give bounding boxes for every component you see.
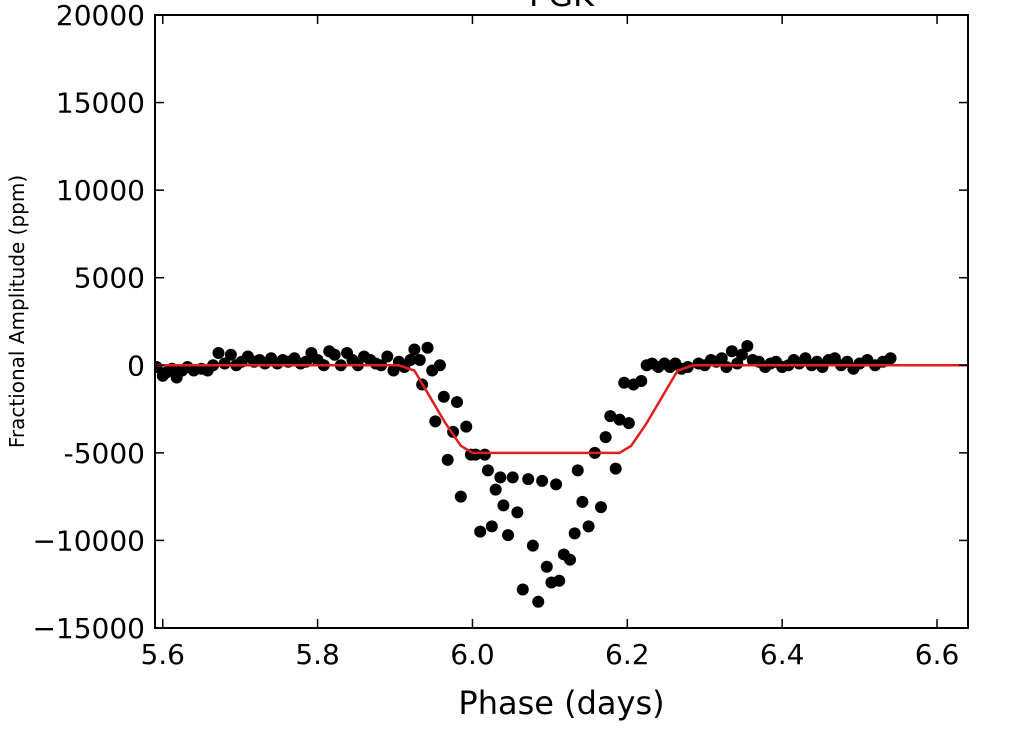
model-line [155, 364, 968, 455]
y-tick-label: 0 [127, 349, 145, 382]
y-tick-label: 5000 [74, 262, 145, 295]
x-tick-label: 6.6 [915, 638, 960, 671]
data-point [635, 375, 648, 388]
data-point [564, 553, 577, 566]
data-point [450, 396, 463, 409]
y-tick-label: 15000 [56, 87, 145, 120]
data-point [550, 478, 563, 491]
data-point [576, 495, 589, 508]
data-point [613, 413, 626, 426]
data-point [212, 347, 225, 360]
data-point [404, 354, 417, 367]
data-point [408, 343, 421, 356]
data-point [224, 348, 237, 361]
x-tick-label: 5.6 [140, 638, 185, 671]
data-point [481, 464, 494, 477]
x-tick-label: 5.8 [295, 638, 340, 671]
data-point [720, 361, 733, 374]
data-point [387, 364, 400, 377]
y-tick-label: 10000 [56, 174, 145, 207]
data-point [568, 527, 581, 540]
data-point [433, 359, 446, 372]
data-point [741, 340, 754, 353]
plot-area-frame [154, 14, 969, 629]
data-point [540, 560, 553, 573]
data-point [485, 520, 498, 533]
data-point [582, 520, 595, 533]
data-point [735, 348, 748, 361]
data-point [571, 464, 584, 477]
data-point [474, 525, 487, 538]
data-point [599, 431, 612, 444]
data-point [381, 350, 394, 363]
data-point [497, 499, 510, 512]
data-point [506, 471, 519, 484]
data-point [413, 354, 426, 367]
data-point [553, 574, 566, 587]
model-curve-layer [155, 364, 968, 455]
data-points [155, 340, 897, 608]
data-point [494, 471, 507, 484]
data-point [489, 483, 502, 496]
y-tick-label: -5000 [64, 437, 145, 470]
x-axis-label: Phase (days) [458, 684, 664, 722]
y-tick-label: −15000 [32, 612, 145, 645]
data-point [328, 348, 341, 361]
data-point [604, 410, 617, 423]
data-point [618, 376, 631, 389]
y-tick-label: 20000 [56, 0, 145, 32]
data-point [421, 341, 434, 354]
data-point [884, 352, 897, 365]
data-point [526, 539, 539, 552]
x-tick-label: 6.4 [760, 638, 805, 671]
data-point [522, 473, 535, 486]
data-point [478, 448, 491, 461]
data-point [454, 490, 467, 503]
data-point [516, 583, 529, 596]
y-axis-label: Fractional Amplitude (ppm) [5, 175, 29, 448]
data-point [532, 595, 545, 608]
x-tick-label: 6.0 [450, 638, 495, 671]
data-point [437, 390, 450, 403]
data-point [511, 506, 524, 519]
data-point [725, 345, 738, 358]
y-axis-ticks: −15000 −10000 -5000 0 5000 10000 15000 20000 [32, 0, 968, 645]
data-point [429, 415, 442, 428]
data-point [622, 417, 635, 430]
data-point [609, 462, 622, 475]
x-axis-ticks: 5.6 5.8 6.0 6.2 6.4 6.6 [140, 15, 959, 671]
data-point [441, 453, 454, 466]
data-point [594, 501, 607, 514]
y-tick-label: −10000 [32, 524, 145, 557]
data-point [536, 474, 549, 487]
data-point [502, 529, 515, 542]
x-tick-label: 6.2 [605, 638, 650, 671]
chart-title: PGK [529, 0, 595, 14]
data-point [460, 420, 473, 433]
